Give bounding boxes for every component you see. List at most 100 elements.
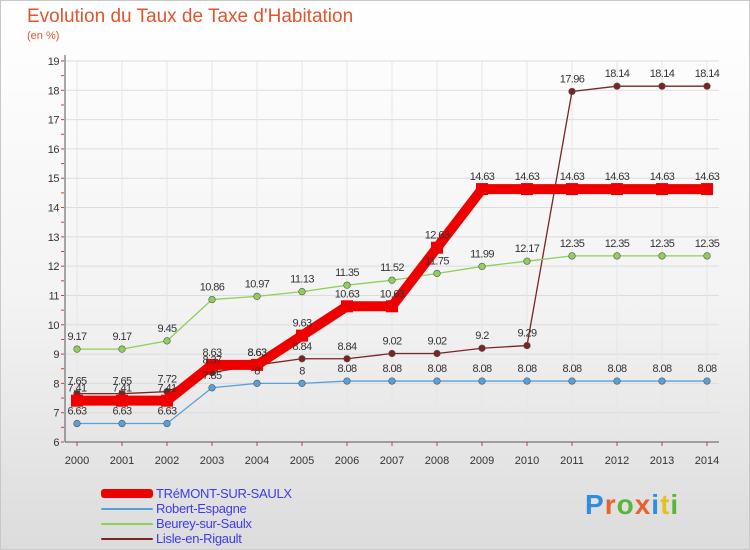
data-label: 9.2 — [475, 330, 489, 342]
data-point — [521, 183, 533, 196]
data-point — [611, 183, 623, 196]
data-label: 14.63 — [605, 171, 630, 183]
legend-swatch — [101, 537, 153, 540]
data-point — [118, 419, 126, 428]
data-point — [296, 329, 308, 342]
data-label: 8.08 — [697, 363, 716, 375]
data-label: 8.63 — [247, 347, 266, 359]
data-point — [523, 257, 531, 265]
data-point — [208, 295, 216, 304]
data-label: 11.99 — [470, 248, 494, 260]
unit-label: (en %) — [27, 30, 60, 42]
logo-letter: i — [651, 489, 661, 520]
data-label: 9.02 — [427, 335, 446, 347]
y-tick-label: 13 — [48, 232, 60, 244]
y-tick-label: 14 — [48, 203, 60, 215]
data-point — [253, 379, 261, 387]
data-point — [73, 419, 81, 428]
data-point — [163, 337, 171, 345]
legend-label: TRéMONT-SUR-SAULX — [156, 486, 292, 501]
x-tick-label: 2009 — [470, 455, 494, 467]
data-label: 10.63 — [380, 288, 405, 300]
data-point — [566, 183, 578, 196]
data-label: 8.63 — [202, 347, 221, 359]
data-point — [433, 349, 441, 358]
data-point — [73, 345, 81, 353]
data-label: 6.63 — [67, 406, 86, 418]
data-label: 11.35 — [335, 267, 359, 279]
data-point — [613, 252, 621, 260]
data-point — [388, 276, 396, 284]
y-tick-label: 8 — [53, 378, 59, 390]
data-label: 8.08 — [382, 363, 401, 375]
data-label: 7.41 — [157, 383, 176, 395]
data-label: 9.45 — [157, 323, 176, 335]
x-tick-label: 2004 — [245, 455, 269, 467]
logo-letter: r — [604, 489, 617, 520]
legend-swatch — [101, 522, 153, 525]
y-tick-label: 7 — [53, 408, 59, 420]
legend-item-robert-espagne[interactable]: Robert-Espagne — [101, 501, 292, 516]
data-point — [523, 341, 531, 350]
data-label: 8.84 — [292, 341, 311, 353]
data-point — [298, 379, 306, 387]
data-label: 8 — [299, 365, 305, 377]
data-label: 11.52 — [380, 262, 404, 274]
y-tick-label: 12 — [48, 261, 60, 273]
legend-swatch — [101, 489, 153, 498]
y-tick-label: 17 — [48, 115, 60, 127]
data-point — [523, 377, 531, 385]
data-label: 8.63 — [247, 347, 266, 359]
logo-letter: i — [670, 489, 680, 520]
x-tick-label: 2008 — [425, 455, 449, 467]
data-label: 9.02 — [382, 335, 401, 347]
data-point — [206, 358, 218, 371]
proxiti-logo[interactable]: Proxiti — [585, 489, 679, 521]
y-tick-label: 10 — [48, 320, 60, 332]
legend-item-tremont[interactable]: TRéMONT-SUR-SAULX — [101, 486, 292, 501]
data-point — [703, 82, 711, 90]
data-point — [613, 82, 621, 90]
data-point — [118, 345, 126, 353]
data-point — [658, 82, 666, 90]
data-point — [656, 183, 668, 196]
x-tick-label: 2002 — [155, 455, 179, 467]
y-tick-label: 11 — [49, 290, 60, 302]
data-point — [116, 394, 128, 407]
data-point — [251, 358, 263, 371]
logo-letter: o — [616, 489, 635, 520]
x-tick-label: 2003 — [200, 455, 224, 467]
legend-item-beurey-sur-saulx[interactable]: Beurey-sur-Saulx — [101, 516, 292, 531]
y-tick-label: 6 — [53, 437, 59, 449]
data-point — [208, 384, 216, 392]
data-label: 12.35 — [650, 238, 675, 250]
data-point — [298, 288, 306, 296]
data-point — [703, 252, 711, 260]
data-point — [433, 377, 441, 385]
data-label: 17.96 — [560, 73, 585, 85]
data-label: 14.63 — [515, 171, 540, 183]
legend-item-lisle-en-rigault[interactable]: Lisle-en-Rigault — [101, 531, 292, 546]
data-point — [478, 377, 486, 385]
chart-title: Evolution du Taux de Taxe d'Habitation — [27, 6, 354, 27]
data-point — [658, 252, 666, 260]
y-tick-label: 9 — [53, 349, 59, 361]
data-label: 10.63 — [335, 288, 360, 300]
data-point — [343, 355, 351, 363]
data-label: 12.63 — [425, 230, 450, 242]
data-label: 8.08 — [472, 363, 491, 375]
data-point — [163, 419, 171, 428]
x-tick-label: 2010 — [515, 455, 539, 467]
data-label: 8.37 — [202, 355, 221, 367]
data-point — [388, 349, 396, 358]
x-tick-label: 2011 — [560, 455, 584, 467]
data-point — [161, 394, 173, 407]
data-label: 8.08 — [652, 363, 671, 375]
legend: TRéMONT-SUR-SAULX Robert-Espagne Beurey-… — [101, 486, 292, 546]
data-label: 14.63 — [650, 171, 675, 183]
data-label: 12.35 — [605, 238, 630, 250]
x-tick-label: 2005 — [290, 455, 314, 467]
data-label: 9.63 — [292, 318, 311, 330]
data-label: 7.72 — [157, 374, 176, 386]
